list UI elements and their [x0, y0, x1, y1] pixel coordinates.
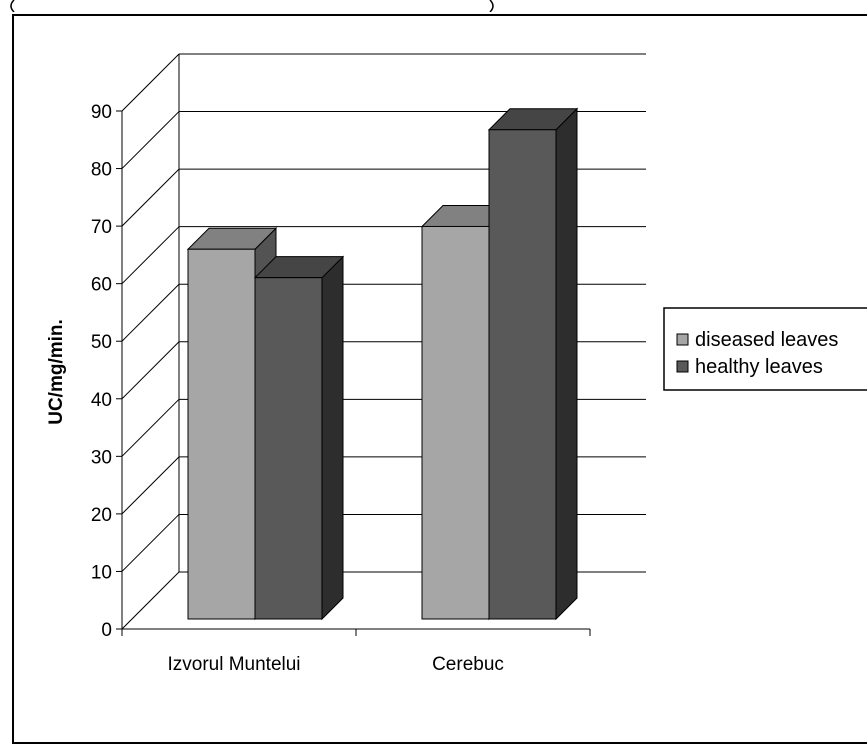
y-tick-label: 10 [91, 562, 112, 583]
legend-box [663, 307, 867, 391]
gridline-diagonal [121, 226, 180, 285]
gridline-diagonal [121, 571, 180, 630]
gridline-diagonal [121, 168, 180, 227]
gridline-diagonal [121, 111, 180, 169]
y-axis-label: UC/mg/min. [46, 319, 67, 425]
gridline-diagonal [121, 341, 180, 400]
legend-label: diseased leaves [695, 329, 838, 351]
legend-label: healthy leaves [695, 356, 823, 378]
cropped-caption-marks [10, 0, 494, 12]
y-tick-label: 90 [91, 102, 112, 123]
x-category-label: Izvorul Muntelui [167, 654, 300, 675]
tick-labels: 0 10 20 30 40 50 60 70 80 90 Izvorul Muntelui Cereb… [91, 102, 504, 675]
bar [254, 277, 323, 620]
y-tick-label: 60 [91, 275, 112, 296]
axes [116, 54, 591, 636]
bar-chart: 0 10 20 30 40 50 60 70 80 90 Izvorul Muntelui Cereb… [46, 53, 867, 675]
gridline-diagonal [121, 456, 180, 515]
y-tick-label: 50 [91, 332, 112, 353]
x-category-label: Cerebuc [432, 654, 504, 675]
bars [186, 107, 579, 621]
gridline-diagonal [121, 53, 180, 112]
gridline-diagonal [121, 283, 180, 342]
bar-side [321, 255, 344, 621]
gridline-diagonal [121, 398, 180, 457]
y-tick-label: 0 [101, 620, 112, 641]
bar-side [555, 107, 578, 621]
bar [187, 248, 256, 620]
legend-swatch [676, 360, 689, 373]
gridline-diagonal [121, 514, 180, 572]
y-tick-label: 70 [91, 217, 112, 238]
legend: diseased leaves healthy leaves [663, 307, 867, 391]
y-tick-label: 20 [91, 505, 112, 526]
bar [488, 129, 557, 620]
cropped-caption-strip [0, 0, 520, 12]
y-tick-label: 30 [91, 447, 112, 468]
y-tick-label: 40 [91, 390, 112, 411]
bar [421, 225, 490, 620]
y-tick-label: 80 [91, 160, 112, 181]
legend-swatch [676, 333, 689, 346]
